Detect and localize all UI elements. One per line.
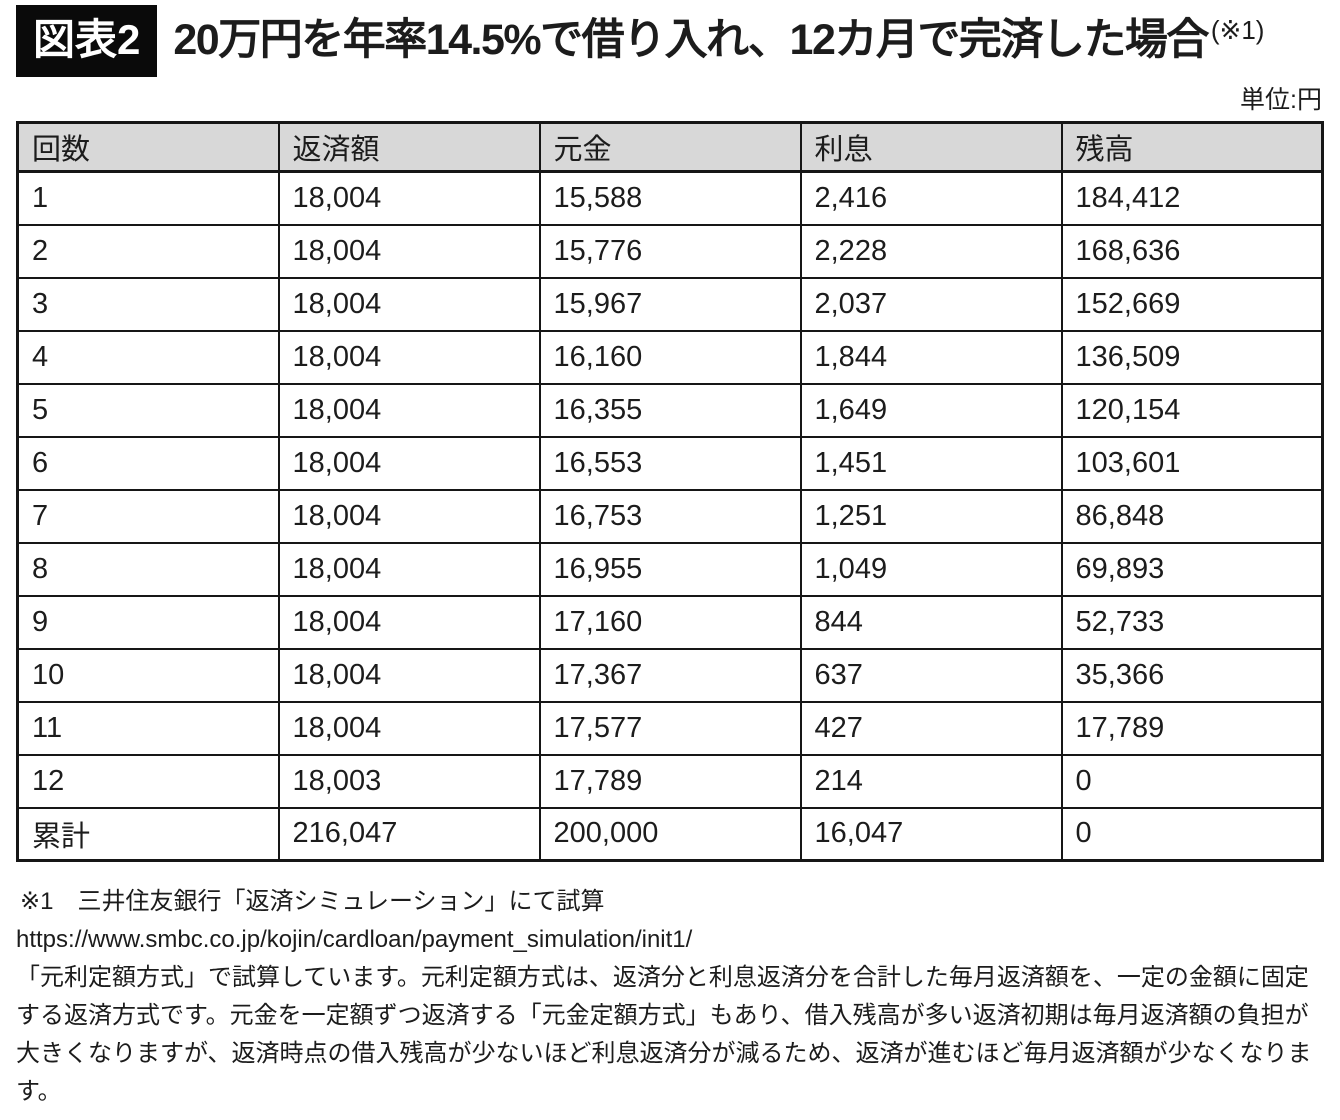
footnote-description: 「元利定額方式」で試算しています。元利定額方式は、返済分と利息返済分を合計した毎… bbox=[16, 964, 1312, 1105]
table-row: 1 18,004 15,588 2,416 184,412 bbox=[16, 170, 1324, 226]
value-cell: 52,733 bbox=[1060, 594, 1324, 650]
value-cell: 18,004 bbox=[277, 700, 541, 756]
row-label-cell: 4 bbox=[16, 329, 280, 385]
row-label-cell: 6 bbox=[16, 435, 280, 491]
value-cell: 15,776 bbox=[538, 223, 802, 279]
value-cell: 69,893 bbox=[1060, 541, 1324, 597]
value-cell: 16,355 bbox=[538, 382, 802, 438]
value-cell: 18,004 bbox=[277, 276, 541, 332]
value-cell: 2,416 bbox=[799, 170, 1063, 226]
repayment-table-body: 1 18,004 15,588 2,416 184,412 2 18,004 15,776 2,… bbox=[16, 170, 1324, 862]
row-label-cell: 7 bbox=[16, 488, 280, 544]
value-cell: 16,955 bbox=[538, 541, 802, 597]
table-row: 6 18,004 16,553 1,451 103,601 bbox=[16, 435, 1324, 491]
figure-header: 図表2 20万円を年率14.5%で借り入れ、12カ月で完済した場合 (※1) bbox=[16, 5, 1324, 77]
value-cell: 1,649 bbox=[799, 382, 1063, 438]
value-cell: 17,577 bbox=[538, 700, 802, 756]
value-cell: 15,588 bbox=[538, 170, 802, 226]
table-row: 5 18,004 16,355 1,649 120,154 bbox=[16, 382, 1324, 438]
value-cell: 18,004 bbox=[277, 594, 541, 650]
row-label-cell: 5 bbox=[16, 382, 280, 438]
row-label-cell: 2 bbox=[16, 223, 280, 279]
value-cell: 17,367 bbox=[538, 647, 802, 703]
repayment-table: 回数 返済額 元金 利息 残高 1 18,004 15,588 2,416 184,412 2 18… bbox=[16, 121, 1324, 862]
column-header-1: 返済額 bbox=[277, 121, 541, 173]
table-row: 3 18,004 15,967 2,037 152,669 bbox=[16, 276, 1324, 332]
value-cell: 214 bbox=[799, 753, 1063, 809]
row-label-cell: 累計 bbox=[16, 806, 280, 862]
unit-label: 単位:円 bbox=[1240, 86, 1322, 114]
figure-badge-label: 図表2 bbox=[33, 16, 141, 63]
value-cell: 1,049 bbox=[799, 541, 1063, 597]
value-cell: 136,509 bbox=[1060, 329, 1324, 385]
row-label-cell: 1 bbox=[16, 170, 280, 226]
column-header-4: 残高 bbox=[1060, 121, 1324, 173]
table-row: 8 18,004 16,955 1,049 69,893 bbox=[16, 541, 1324, 597]
row-label-cell: 10 bbox=[16, 647, 280, 703]
table-row: 4 18,004 16,160 1,844 136,509 bbox=[16, 329, 1324, 385]
value-cell: 18,004 bbox=[277, 488, 541, 544]
value-cell: 152,669 bbox=[1060, 276, 1324, 332]
value-cell: 844 bbox=[799, 594, 1063, 650]
figure-title-text: 20万円を年率14.5%で借り入れ、12カ月で完済した場合 bbox=[173, 16, 1209, 65]
table-header-row: 回数 返済額 元金 利息 残高 bbox=[16, 121, 1324, 173]
value-cell: 15,967 bbox=[538, 276, 802, 332]
table-row: 10 18,004 17,367 637 35,366 bbox=[16, 647, 1324, 703]
table-row: 12 18,003 17,789 214 0 bbox=[16, 753, 1324, 809]
value-cell: 18,004 bbox=[277, 647, 541, 703]
value-cell: 17,789 bbox=[1060, 700, 1324, 756]
value-cell: 18,004 bbox=[277, 329, 541, 385]
table-row: 7 18,004 16,753 1,251 86,848 bbox=[16, 488, 1324, 544]
table-row: 2 18,004 15,776 2,228 168,636 bbox=[16, 223, 1324, 279]
value-cell: 18,004 bbox=[277, 382, 541, 438]
value-cell: 16,047 bbox=[799, 806, 1063, 862]
row-label-cell: 9 bbox=[16, 594, 280, 650]
table-row: 累計 216,047 200,000 16,047 0 bbox=[16, 806, 1324, 862]
row-label-cell: 8 bbox=[16, 541, 280, 597]
value-cell: 2,228 bbox=[799, 223, 1063, 279]
value-cell: 35,366 bbox=[1060, 647, 1324, 703]
value-cell: 200,000 bbox=[538, 806, 802, 862]
column-header-0: 回数 bbox=[16, 121, 280, 173]
figure-badge: 図表2 bbox=[16, 5, 158, 77]
row-label-cell: 11 bbox=[16, 700, 280, 756]
value-cell: 1,451 bbox=[799, 435, 1063, 491]
value-cell: 120,154 bbox=[1060, 382, 1324, 438]
value-cell: 427 bbox=[799, 700, 1063, 756]
value-cell: 0 bbox=[1060, 753, 1324, 809]
value-cell: 1,844 bbox=[799, 329, 1063, 385]
value-cell: 86,848 bbox=[1060, 488, 1324, 544]
footnote-source: ※1 三井住友銀行「返済シミュレーション」にて試算 bbox=[20, 888, 605, 915]
value-cell: 18,004 bbox=[277, 170, 541, 226]
column-header-3: 利息 bbox=[799, 121, 1063, 173]
figure-title-note: (※1) bbox=[1210, 15, 1265, 46]
value-cell: 17,789 bbox=[538, 753, 802, 809]
value-cell: 0 bbox=[1060, 806, 1324, 862]
value-cell: 18,004 bbox=[277, 541, 541, 597]
value-cell: 18,004 bbox=[277, 435, 541, 491]
value-cell: 2,037 bbox=[799, 276, 1063, 332]
figure-title: 20万円を年率14.5%で借り入れ、12カ月で完済した場合 (※1) bbox=[173, 15, 1265, 65]
table-row: 11 18,004 17,577 427 17,789 bbox=[16, 700, 1324, 756]
row-label-cell: 12 bbox=[16, 753, 280, 809]
value-cell: 16,553 bbox=[538, 435, 802, 491]
value-cell: 17,160 bbox=[538, 594, 802, 650]
footnotes: ※1 三井住友銀行「返済シミュレーション」にて試算 https://www.sm… bbox=[16, 883, 1324, 1111]
row-label-cell: 3 bbox=[16, 276, 280, 332]
value-cell: 103,601 bbox=[1060, 435, 1324, 491]
value-cell: 168,636 bbox=[1060, 223, 1324, 279]
value-cell: 18,003 bbox=[277, 753, 541, 809]
value-cell: 184,412 bbox=[1060, 170, 1324, 226]
value-cell: 637 bbox=[799, 647, 1063, 703]
value-cell: 18,004 bbox=[277, 223, 541, 279]
value-cell: 1,251 bbox=[799, 488, 1063, 544]
footnote-url: https://www.smbc.co.jp/kojin/cardloan/pa… bbox=[16, 926, 693, 953]
value-cell: 16,753 bbox=[538, 488, 802, 544]
column-header-2: 元金 bbox=[538, 121, 802, 173]
table-row: 9 18,004 17,160 844 52,733 bbox=[16, 594, 1324, 650]
value-cell: 216,047 bbox=[277, 806, 541, 862]
value-cell: 16,160 bbox=[538, 329, 802, 385]
